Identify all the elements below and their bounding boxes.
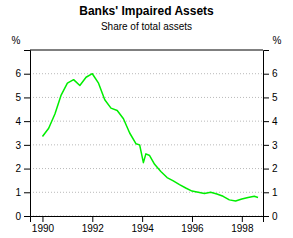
y2-axis-label: %	[273, 35, 282, 46]
tick-label: 6	[15, 68, 21, 79]
y-axis: 0 1 2 3 4 5 6	[15, 51, 30, 222]
tick: 4	[15, 116, 30, 127]
grid-line	[30, 97, 263, 98]
tick: 1992	[82, 216, 105, 234]
tick-mark	[242, 216, 243, 222]
axis-line	[24, 51, 31, 217]
tick: 2	[15, 163, 30, 174]
tick: 1990	[32, 216, 55, 234]
tick: 4	[263, 116, 278, 127]
tick-label: 0	[15, 211, 21, 222]
tick: 5	[263, 92, 278, 103]
tick-label: 0	[272, 211, 278, 222]
tick: 6	[15, 68, 30, 79]
tick-mark	[263, 192, 269, 193]
tick: 1	[263, 187, 278, 198]
axis-line	[31, 217, 264, 223]
tick-label: 1994	[132, 223, 155, 234]
tick-mark	[24, 169, 30, 170]
line	[42, 74, 258, 201]
tick-label: 3	[15, 140, 21, 151]
tick-label: 1	[272, 187, 278, 198]
grid	[30, 74, 263, 216]
tick-mark	[92, 216, 93, 222]
tick: 1	[15, 187, 30, 198]
tick-label: 5	[272, 92, 278, 103]
tick-label: 4	[15, 116, 21, 127]
grid-line	[30, 144, 263, 145]
tick-mark	[263, 97, 269, 98]
tick-label: 6	[272, 68, 278, 79]
tick-mark	[24, 74, 30, 75]
tick-label: 4	[272, 116, 278, 127]
tick-label: 2	[15, 163, 21, 174]
axis-line	[264, 51, 270, 217]
tick-mark	[263, 145, 269, 146]
tick-label: 1	[15, 187, 21, 198]
tick-label: 5	[15, 92, 21, 103]
tick-mark	[24, 192, 30, 193]
tick-mark	[42, 216, 43, 222]
tick-mark	[24, 216, 30, 217]
tick: 6	[263, 68, 278, 79]
x-axis: 1990 1992 1994 1996 1998	[31, 216, 264, 234]
y-axis-label: %	[12, 35, 21, 46]
plot-area: 1990 1992 1994 1996 1998 0 1 2 3 4 5 6 0 1 2 3 4 5 6	[15, 50, 278, 234]
tick-mark	[24, 145, 30, 146]
grid-line	[30, 121, 263, 122]
chart: Banks' Impaired Assets Share of total ass…	[0, 0, 293, 238]
tick: 0	[263, 211, 278, 222]
tick-mark	[142, 216, 143, 222]
tick-mark	[263, 169, 269, 170]
tick-mark	[24, 97, 30, 98]
grid-line	[30, 168, 263, 169]
marks	[42, 74, 258, 201]
tick: 1998	[231, 216, 254, 234]
y2-axis: 0 1 2 3 4 5 6	[263, 51, 278, 222]
tick-label: 2	[272, 163, 278, 174]
tick: 3	[15, 140, 30, 151]
tick-mark	[192, 216, 193, 222]
subtitle: Share of total assets	[101, 21, 192, 32]
tick-mark	[263, 74, 269, 75]
tick: 3	[263, 140, 278, 151]
tick: 1994	[132, 216, 155, 234]
tick: 5	[15, 92, 30, 103]
tick-label: 1990	[32, 223, 55, 234]
title: Banks' Impaired Assets	[79, 4, 214, 18]
tick-label: 1996	[181, 223, 204, 234]
tick-mark	[263, 121, 269, 122]
tick: 1996	[181, 216, 204, 234]
tick-mark	[263, 216, 269, 217]
tick-mark	[24, 121, 30, 122]
grid-line	[30, 73, 263, 74]
tick-label: 3	[272, 140, 278, 151]
tick: 2	[263, 163, 278, 174]
tick: 0	[15, 211, 30, 222]
tick-label: 1998	[231, 223, 254, 234]
grid-line	[30, 192, 263, 193]
plot-frame	[30, 50, 263, 51]
tick-label: 1992	[82, 223, 105, 234]
